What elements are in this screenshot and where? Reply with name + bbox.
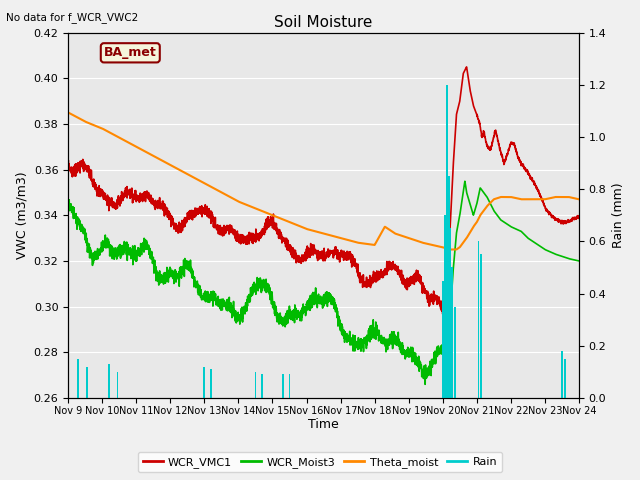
Bar bbox=[282, 374, 284, 398]
Bar bbox=[255, 372, 257, 398]
Y-axis label: VWC (m3/m3): VWC (m3/m3) bbox=[15, 171, 28, 259]
Legend: WCR_VMC1, WCR_Moist3, Theta_moist, Rain: WCR_VMC1, WCR_Moist3, Theta_moist, Rain bbox=[138, 452, 502, 472]
Bar bbox=[108, 364, 110, 398]
Bar bbox=[454, 307, 456, 398]
Bar bbox=[211, 369, 212, 398]
Bar bbox=[116, 372, 118, 398]
Bar bbox=[77, 359, 79, 398]
Bar bbox=[561, 351, 563, 398]
Bar bbox=[442, 280, 444, 398]
Bar bbox=[564, 359, 566, 398]
Bar bbox=[451, 267, 453, 398]
Bar bbox=[289, 374, 291, 398]
Bar bbox=[448, 176, 450, 398]
Bar bbox=[204, 367, 205, 398]
Text: BA_met: BA_met bbox=[104, 46, 157, 60]
Bar bbox=[261, 374, 263, 398]
Bar bbox=[444, 215, 446, 398]
Bar bbox=[480, 254, 482, 398]
Y-axis label: Rain (mm): Rain (mm) bbox=[612, 182, 625, 248]
Text: No data for f_WCR_VWC2: No data for f_WCR_VWC2 bbox=[6, 12, 139, 23]
Title: Soil Moisture: Soil Moisture bbox=[275, 15, 372, 30]
Bar bbox=[86, 367, 88, 398]
Bar bbox=[449, 228, 451, 398]
Bar bbox=[446, 85, 448, 398]
Bar bbox=[477, 241, 479, 398]
X-axis label: Time: Time bbox=[308, 419, 339, 432]
